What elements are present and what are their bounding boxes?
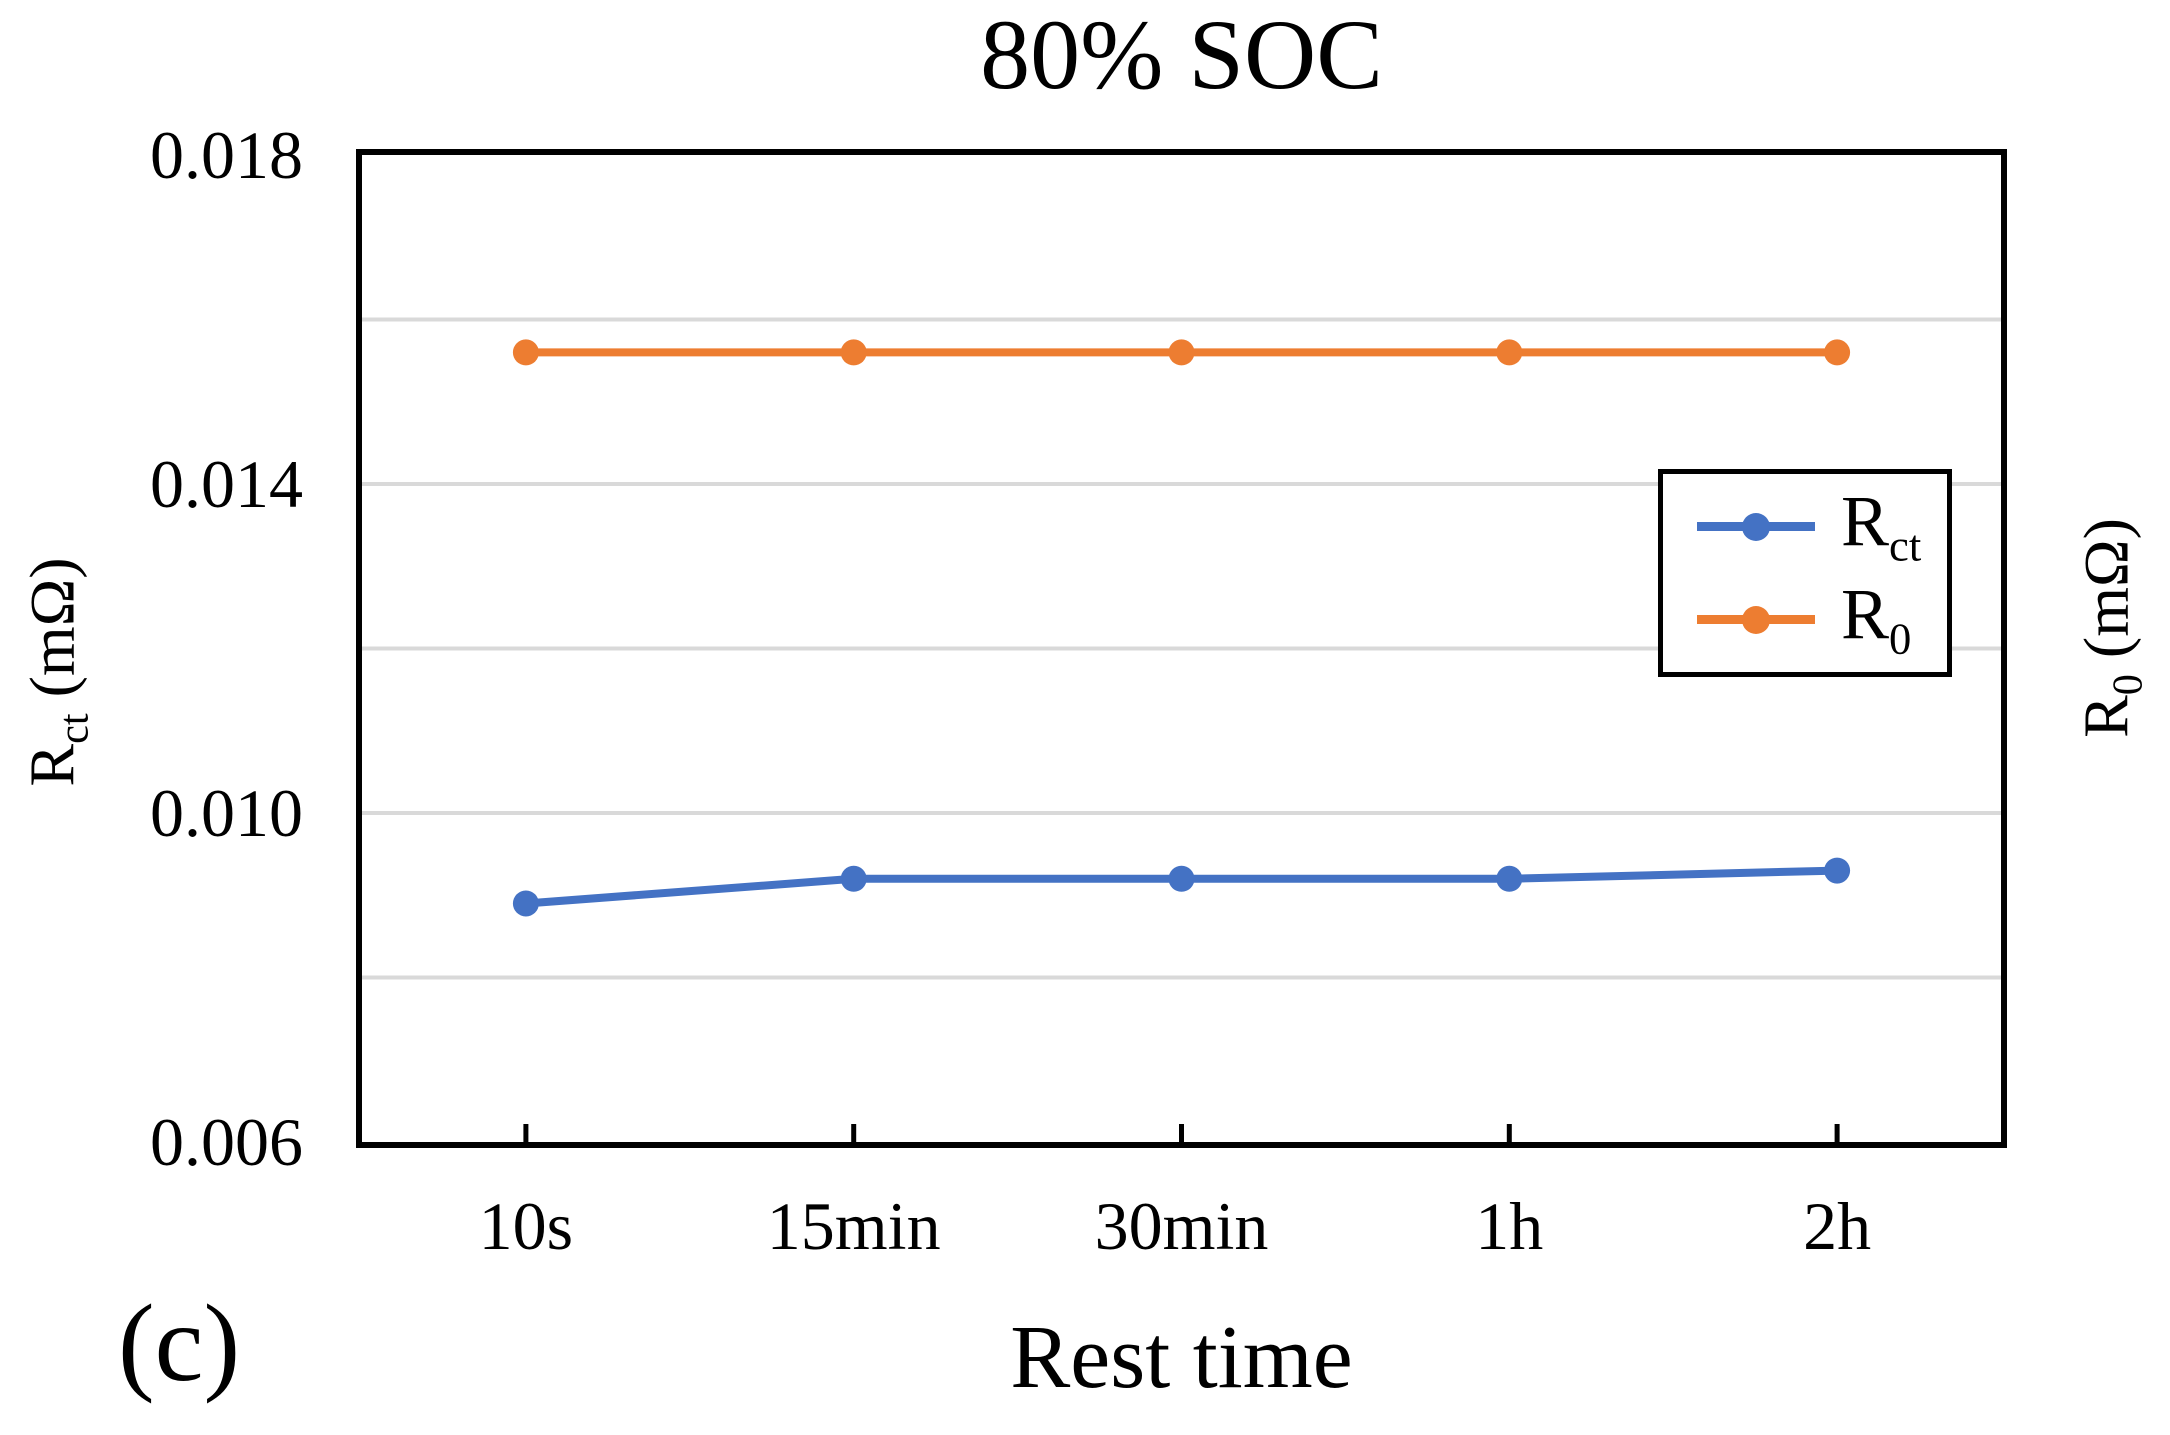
data-point-rct-10s: [512, 890, 539, 917]
legend-item-r0: R0: [1697, 573, 1947, 666]
y-left-subscript: ct: [50, 713, 98, 744]
data-point-r0-15min: [840, 339, 867, 366]
x-axis-title: Rest time: [1010, 1308, 1353, 1407]
legend-label-r0-sub: 0: [1889, 613, 1912, 664]
x-tick-label-30min: 30min: [1094, 1188, 1269, 1264]
y-tick-label-0.006: 0.006: [150, 1104, 303, 1180]
y-right-symbol: R: [2070, 695, 2142, 738]
y-right-subscript: 0: [2104, 674, 2152, 696]
y-right-unit: (mΩ): [2070, 518, 2142, 675]
legend-line-sample-rct: [1697, 512, 1815, 541]
y-axis-title-right: R0 (mΩ): [2070, 518, 2152, 738]
legend-marker-icon-r0: [1742, 605, 1770, 634]
data-point-rct-15min: [840, 865, 867, 892]
y-axis-title-left: Rct (mΩ): [16, 557, 98, 786]
legend-label-rct-sub: ct: [1889, 520, 1922, 571]
data-point-r0-2h: [1824, 339, 1851, 366]
legend-label-rct: Rct: [1841, 485, 1921, 568]
y-tick-label-0.014: 0.014: [150, 446, 303, 522]
data-point-r0-1h: [1496, 339, 1523, 366]
y-left-symbol: R: [16, 743, 88, 787]
x-tick-label-15min: 15min: [766, 1188, 941, 1264]
data-point-rct-30min: [1168, 865, 1195, 892]
x-tick-label-10s: 10s: [478, 1188, 574, 1264]
legend-label-r0: R0: [1841, 578, 1911, 661]
legend-label-rct-main: R: [1841, 480, 1890, 561]
legend-marker-icon-rct: [1742, 512, 1770, 541]
panel-label: (c): [118, 1282, 241, 1404]
legend-line-sample-r0: [1697, 605, 1815, 634]
data-point-rct-1h: [1496, 865, 1523, 892]
plot-canvas: [362, 317, 2001, 1142]
legend-label-r0-main: R: [1841, 573, 1890, 654]
y-left-unit: (mΩ): [16, 557, 88, 714]
legend-box: Rct R0: [1658, 469, 1952, 677]
data-point-r0-10s: [512, 339, 539, 366]
data-point-r0-30min: [1168, 339, 1195, 366]
x-tick-label-2h: 2h: [1803, 1188, 1872, 1264]
x-tick-label-1h: 1h: [1475, 1188, 1544, 1264]
chart-title: 80% SOC: [980, 0, 1383, 110]
y-tick-label-0.018: 0.018: [150, 117, 303, 193]
legend-item-rct: Rct: [1697, 480, 1947, 573]
y-tick-label-0.010: 0.010: [150, 775, 303, 851]
data-point-rct-2h: [1824, 857, 1851, 884]
